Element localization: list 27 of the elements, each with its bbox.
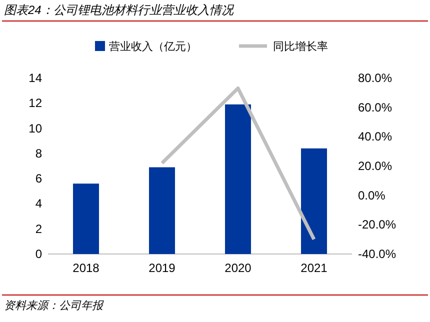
y2-tick-label: 40.0% xyxy=(358,130,392,144)
legend-label: 营业收入（亿元） xyxy=(109,40,197,53)
y-tick-label: 2 xyxy=(35,222,42,236)
bar xyxy=(225,104,251,254)
y-tick-label: 0 xyxy=(35,247,42,261)
text: 资料来源：公司年报 xyxy=(4,299,104,312)
y-tick-label: 10 xyxy=(28,121,42,136)
y-tick-label: 6 xyxy=(35,172,42,186)
x-tick-label: 2021 xyxy=(300,261,328,275)
y2-tick-label: 60.0% xyxy=(358,100,392,114)
y-tick-label: 14 xyxy=(28,71,42,85)
y-tick-label: 12 xyxy=(28,96,42,110)
y-tick-label: 8 xyxy=(35,146,42,160)
legend-label: 同比增长率 xyxy=(273,40,328,53)
y2-tick-label: 20.0% xyxy=(358,159,392,173)
x-tick-label: 2020 xyxy=(224,261,252,275)
y2-tick-label: 80.0% xyxy=(358,71,392,85)
y2-tick-label: -40.0% xyxy=(358,247,396,261)
bar xyxy=(73,184,99,254)
x-tick-label: 2019 xyxy=(148,261,176,275)
bar xyxy=(149,167,175,254)
x-tick-label: 2018 xyxy=(72,261,100,275)
chart-title: 图表24：公司锂电池材料行业营业收入情况 xyxy=(4,3,234,17)
y-tick-label: 4 xyxy=(35,196,42,211)
y2-tick-label: 0.0% xyxy=(358,188,386,202)
y2-tick-label: -20.0% xyxy=(358,218,396,232)
bar xyxy=(301,148,327,254)
